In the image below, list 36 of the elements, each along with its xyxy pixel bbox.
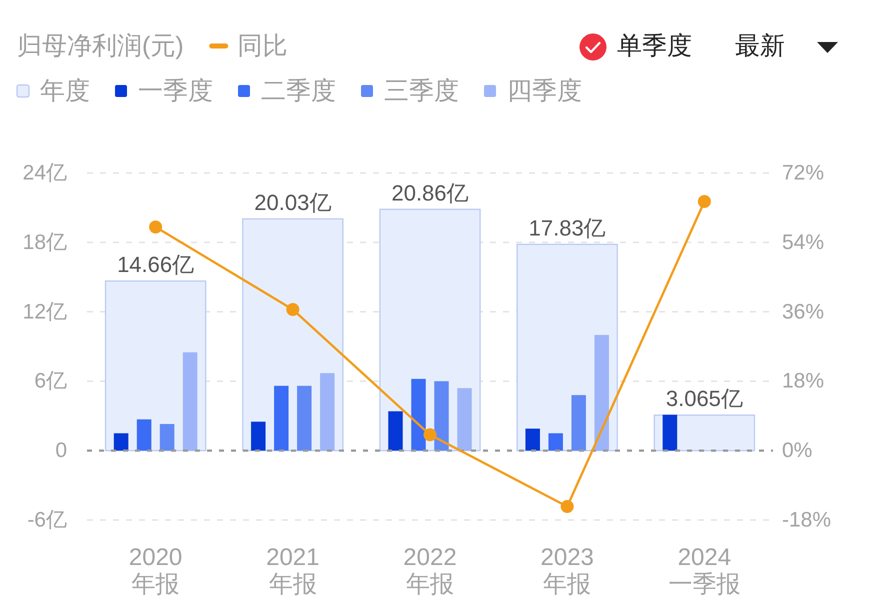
data-label: 3.065亿 — [666, 386, 743, 412]
y-tick-label: 24亿 — [22, 162, 67, 184]
y2-tick-label: 36% — [782, 300, 824, 324]
y2-tick-label: 18% — [782, 370, 824, 393]
x-tick-label: 2020 年报 — [128, 544, 182, 598]
x-tick-label: 2023 年报 — [540, 544, 594, 598]
y2-tick-label: 72% — [782, 162, 824, 184]
x-tick-label: 2021 年报 — [266, 544, 320, 598]
y-tick-label: 18亿 — [22, 230, 67, 254]
point — [424, 428, 436, 442]
legend-label: 三季度 — [384, 77, 459, 105]
data-label: 20.03亿 — [254, 190, 332, 215]
legend-label: 年度 — [40, 77, 90, 105]
data-label: 20.86亿 — [391, 180, 469, 206]
legend-label: 一季度 — [138, 77, 213, 105]
text: 单季度 — [617, 32, 692, 60]
point — [698, 195, 711, 208]
chart-title: 归母净利润(元) — [17, 32, 184, 60]
y-tick-label: 6亿 — [34, 370, 67, 393]
legend-label: 四季度 — [507, 77, 582, 105]
y-tick-label: 0 — [55, 439, 67, 462]
legend-label: 同比 — [238, 32, 288, 60]
y2-tick-label: 0% — [782, 439, 812, 462]
point — [149, 220, 162, 234]
y-tick-label: -6亿 — [27, 508, 67, 532]
y2-tick-label: -18% — [782, 508, 832, 532]
legend-label: 二季度 — [261, 77, 336, 105]
y-tick-label: 12亿 — [22, 300, 67, 324]
data-label: 14.66亿 — [117, 252, 194, 278]
y2-tick-label: 54% — [782, 230, 824, 254]
x-tick-label: 2024 一季报 — [668, 544, 740, 598]
text: 最新 — [735, 32, 785, 60]
point — [560, 500, 574, 514]
point — [286, 302, 300, 316]
data-label: 17.83亿 — [528, 215, 606, 240]
x-tick-label: 2022 年报 — [403, 544, 457, 598]
